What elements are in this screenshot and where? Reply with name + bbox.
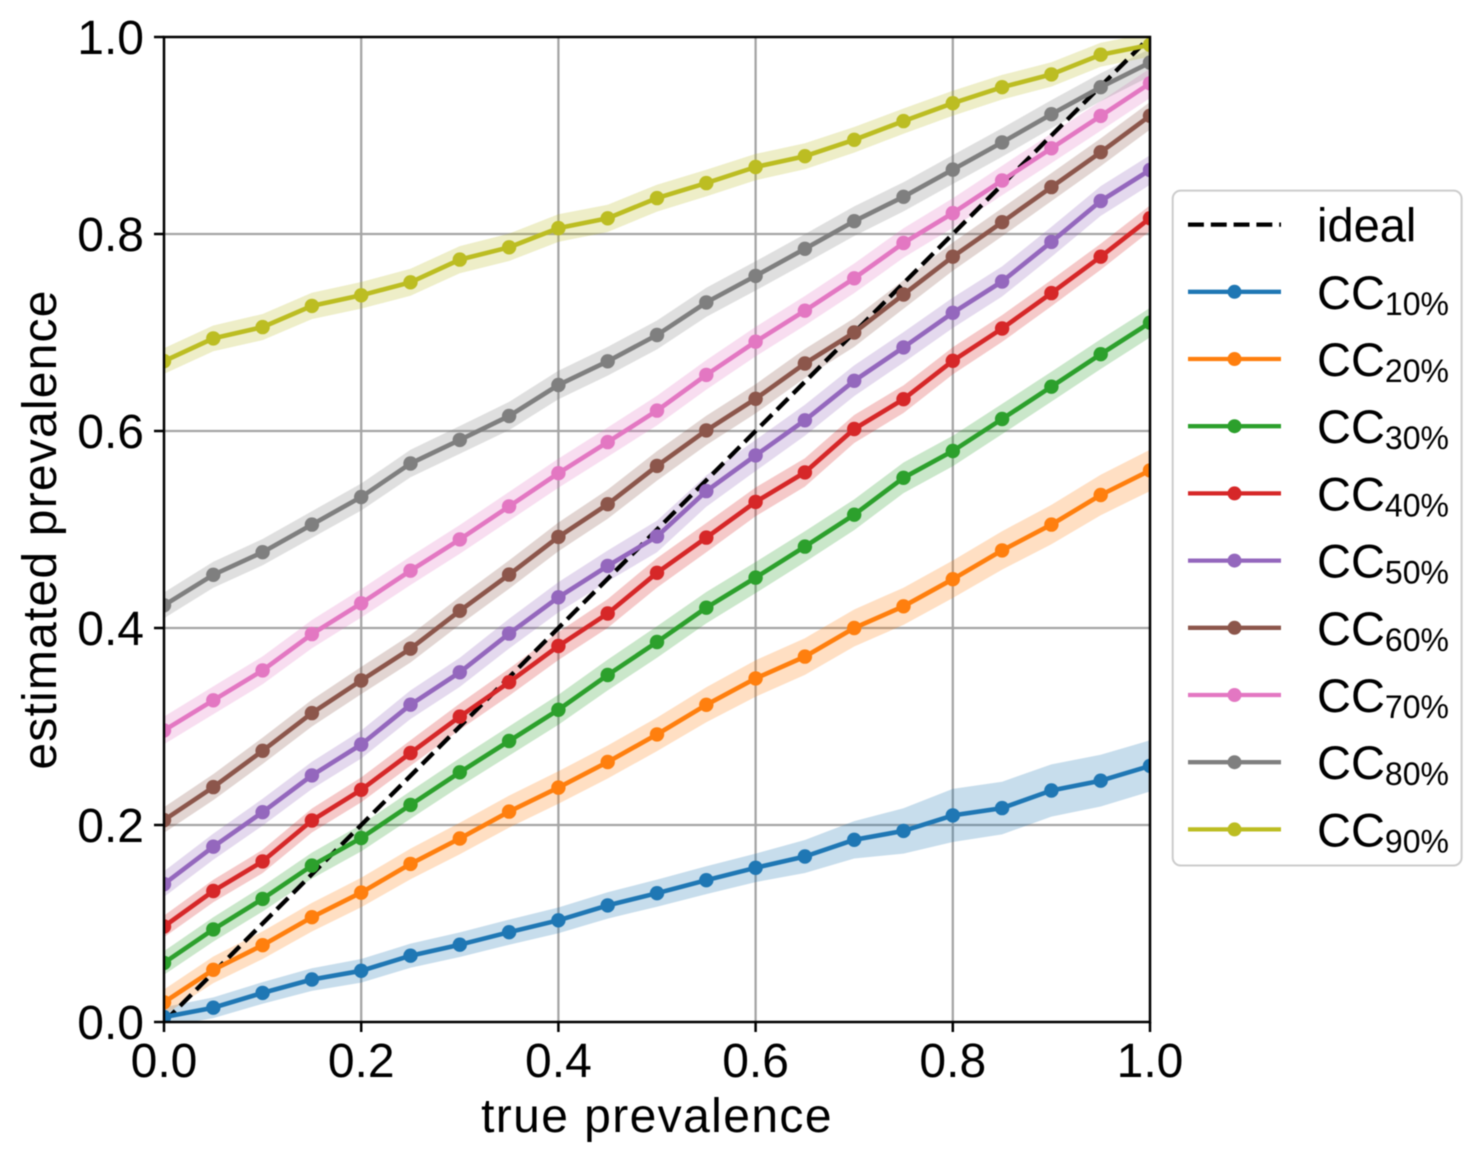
svg-text:1.0: 1.0 (77, 12, 144, 65)
svg-text:0.4: 0.4 (525, 1035, 592, 1088)
svg-text:CC40%: CC40% (1317, 467, 1449, 523)
svg-text:0.4: 0.4 (77, 603, 144, 656)
svg-text:true prevalence: true prevalence (481, 1090, 833, 1143)
svg-text:0.6: 0.6 (722, 1035, 789, 1088)
svg-text:0.8: 0.8 (77, 209, 144, 262)
svg-text:CC80%: CC80% (1317, 736, 1449, 792)
svg-text:CC70%: CC70% (1317, 669, 1449, 725)
svg-text:0.2: 0.2 (77, 800, 144, 853)
svg-text:0.6: 0.6 (77, 406, 144, 459)
svg-text:ideal: ideal (1317, 199, 1416, 252)
svg-text:0.2: 0.2 (328, 1035, 395, 1088)
svg-text:0.0: 0.0 (77, 997, 144, 1050)
svg-text:0.0: 0.0 (131, 1035, 198, 1088)
svg-text:0.8: 0.8 (919, 1035, 986, 1088)
svg-text:1.0: 1.0 (1117, 1035, 1184, 1088)
svg-text:estimated prevalence: estimated prevalence (14, 289, 67, 769)
